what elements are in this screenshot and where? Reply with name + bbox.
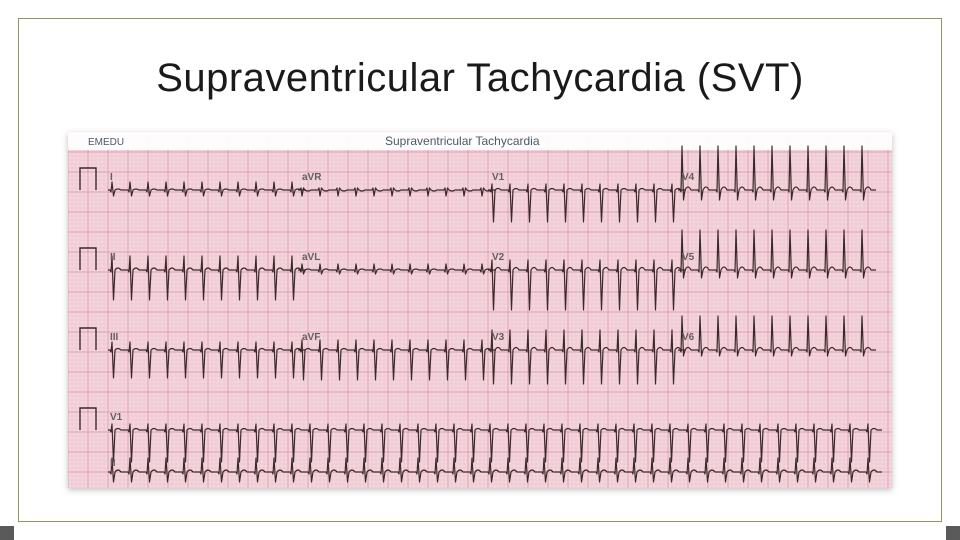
svg-text:V4: V4 <box>682 172 695 183</box>
svg-text:V2: V2 <box>492 252 505 263</box>
svg-text:V1: V1 <box>110 412 123 423</box>
svg-text:EMEDU: EMEDU <box>88 137 124 148</box>
corner-left <box>0 526 14 540</box>
slide-title: Supraventricular Tachycardia (SVT) <box>0 56 960 101</box>
svg-text:aVR: aVR <box>302 172 322 183</box>
svg-text:I: I <box>110 172 113 183</box>
svg-text:aVF: aVF <box>302 332 320 343</box>
svg-text:V3: V3 <box>492 332 505 343</box>
svg-text:aVL: aVL <box>302 252 320 263</box>
ecg-image-card: EMEDU Supraventricular Tachycardia IaVR V1… <box>68 132 892 488</box>
svg-text:Supraventricular Tachycardia: Supraventricular Tachycardia <box>385 134 540 148</box>
corner-right <box>946 526 960 540</box>
svg-text:V6: V6 <box>682 332 695 343</box>
svg-text:II: II <box>110 458 116 469</box>
svg-text:III: III <box>110 332 119 343</box>
svg-text:II: II <box>110 252 116 263</box>
svg-text:V1: V1 <box>492 172 505 183</box>
svg-text:V5: V5 <box>682 252 695 263</box>
ecg-svg: EMEDU Supraventricular Tachycardia IaVR V1… <box>68 132 892 488</box>
